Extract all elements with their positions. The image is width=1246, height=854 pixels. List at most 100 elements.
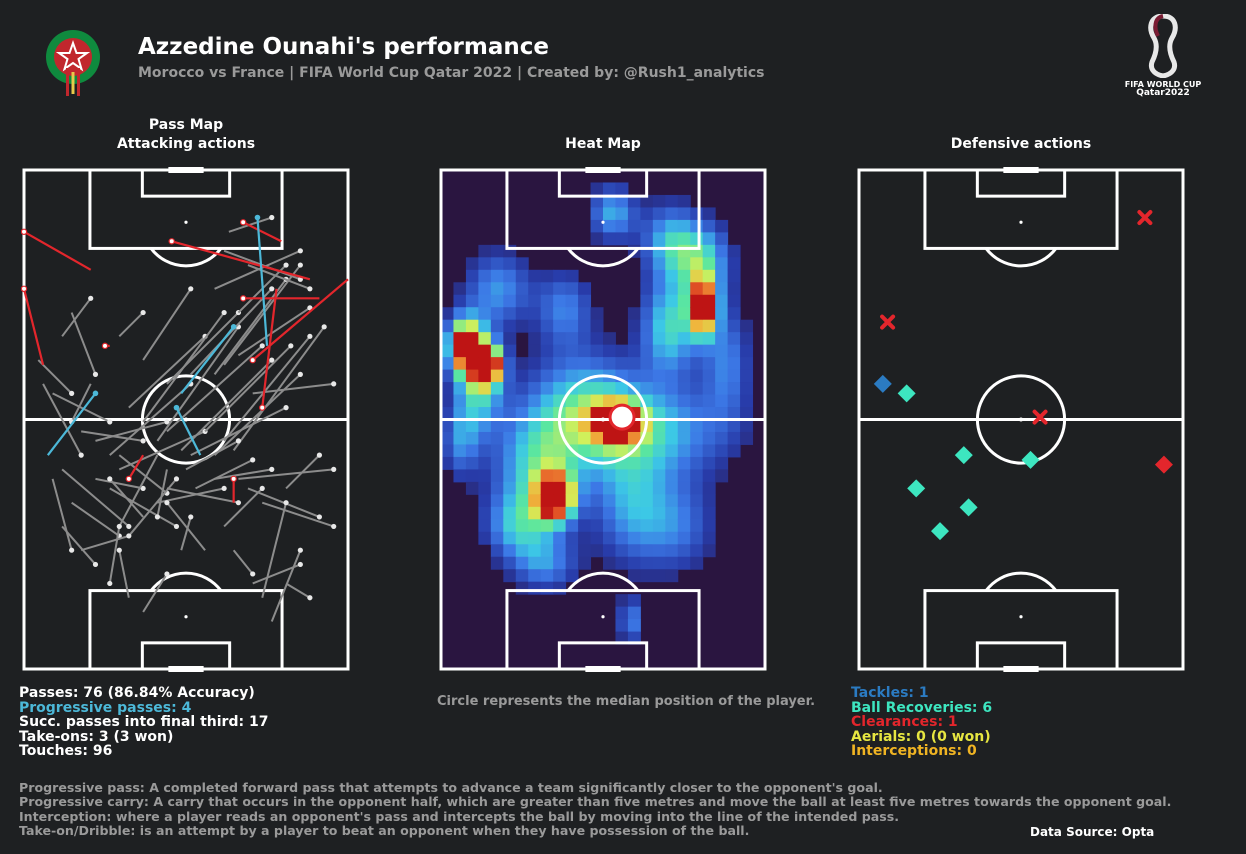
heatmap-cell [490, 407, 504, 420]
heatmap-cell [665, 556, 679, 570]
heatmap-cell [702, 282, 716, 296]
pass-line [61, 297, 92, 337]
logo-line-1: FIFA WORLD CUP [1124, 80, 1202, 89]
heatmap-cell [503, 282, 517, 296]
logo-line-2: Qatar2022 [1136, 88, 1190, 98]
heatmap-cell [740, 431, 754, 445]
heatmap-cell [503, 407, 517, 420]
pass-end-point [269, 357, 275, 363]
heatmap-cell [702, 382, 716, 396]
pass-end-point [269, 214, 275, 221]
world-cup-trophy-icon [1148, 14, 1178, 78]
heatmap-cell [702, 419, 716, 433]
heatmap-cell [453, 307, 467, 321]
heatmap-cell [465, 419, 479, 433]
heatmap-cell [690, 382, 704, 396]
heatmap-cell [627, 469, 641, 483]
heatmap-cell [553, 369, 567, 383]
heatmap-cell [677, 269, 691, 283]
heatmap-cell [615, 631, 629, 645]
heatmap-cell [702, 269, 716, 283]
heatmap-cell [578, 407, 592, 420]
heatmap-cell [503, 419, 517, 433]
pass-end-point [297, 547, 303, 553]
heatmap-cell [540, 419, 554, 433]
heatmap-cell [515, 469, 529, 483]
heatmap-cell [690, 469, 704, 483]
heatmap-cell [715, 394, 729, 408]
heatmap-cell [652, 394, 666, 408]
heatmap-cell [590, 207, 604, 221]
heatmap-cell [441, 456, 454, 470]
heatmap-cell [503, 481, 517, 495]
heatmap-cell [515, 494, 529, 508]
page-subtitle: Morocco vs France | FIFA World Cup Qatar… [138, 65, 765, 81]
heatmap-cell [590, 469, 604, 483]
heatmap-cell [615, 344, 629, 358]
heatmap-cell [441, 344, 454, 358]
heatmap-cell [540, 357, 554, 371]
pass-end-point [154, 514, 161, 520]
bottom-penalty-spot [1019, 615, 1023, 619]
heatmap-cell [615, 357, 629, 371]
heatmap-cell [690, 344, 704, 358]
heatmap-cell [652, 357, 666, 371]
heatmap-cell [677, 369, 691, 383]
heatmap-cell [540, 519, 554, 533]
pass-end-point [116, 547, 122, 553]
heatmap-cell [652, 194, 666, 208]
heatmap-cell [553, 382, 567, 396]
pass-line [118, 549, 130, 598]
pass-end-point [297, 262, 303, 268]
heatmap-cell [665, 431, 679, 445]
heatmap-cell [690, 244, 704, 258]
heatmap-cell [727, 444, 741, 458]
heatmap-cell [640, 369, 654, 383]
heatmap-cell [690, 319, 704, 333]
heatmap-cell [441, 394, 454, 408]
pass-line [213, 373, 302, 456]
heatmap-cell [578, 394, 592, 408]
heatmap-cell [652, 556, 666, 570]
heatmap-cell [478, 282, 492, 296]
heatmap-cell [515, 394, 529, 408]
heatmap-cell [553, 494, 567, 508]
heatmap-cell [615, 531, 629, 545]
world-cup-logo-text: FIFA WORLD CUP Qatar2022 [1120, 80, 1206, 98]
carry-start-point [259, 404, 266, 411]
heatmap-cell [627, 594, 641, 608]
heatmap-cell [453, 469, 467, 483]
heatmap-cell [665, 494, 679, 508]
heatmap-cell [465, 332, 479, 346]
heatmap-cell [690, 506, 704, 520]
heatmap-cell [677, 344, 691, 358]
heatmap-cell [615, 556, 629, 570]
heatmap-cell [690, 531, 704, 545]
legend-tackles: Tackles: 1 [851, 685, 929, 701]
heatmap-cell [690, 481, 704, 495]
heatmap-cell [727, 332, 741, 346]
heatmap-cell [603, 194, 616, 208]
pass-map-title-line1: Pass Map [148, 117, 224, 133]
pass-map-pitch [21, 167, 350, 672]
heatmap-cell [727, 269, 741, 283]
heatmap-cell [665, 444, 679, 458]
heatmap-cell [528, 581, 542, 595]
heatmap-cell [503, 431, 517, 445]
heatmap-cell [565, 419, 579, 433]
heatmap-cell [553, 444, 567, 458]
heatmap-cell [603, 357, 616, 371]
heatmap-cell [578, 481, 592, 495]
heatmap-cell [553, 531, 567, 545]
heatmap-cell [652, 382, 666, 396]
heatmap-cell [652, 244, 666, 258]
recovery-marker [897, 384, 916, 403]
heatmap-cell [503, 531, 517, 545]
heatmap-cell [615, 506, 629, 520]
heatmap-cell [453, 332, 467, 346]
heatmap-cell [640, 294, 654, 308]
heatmap-cell [677, 332, 691, 346]
heatmap-cell [553, 344, 567, 358]
heatmap-cell [627, 456, 641, 470]
heatmap-cell [453, 369, 467, 383]
